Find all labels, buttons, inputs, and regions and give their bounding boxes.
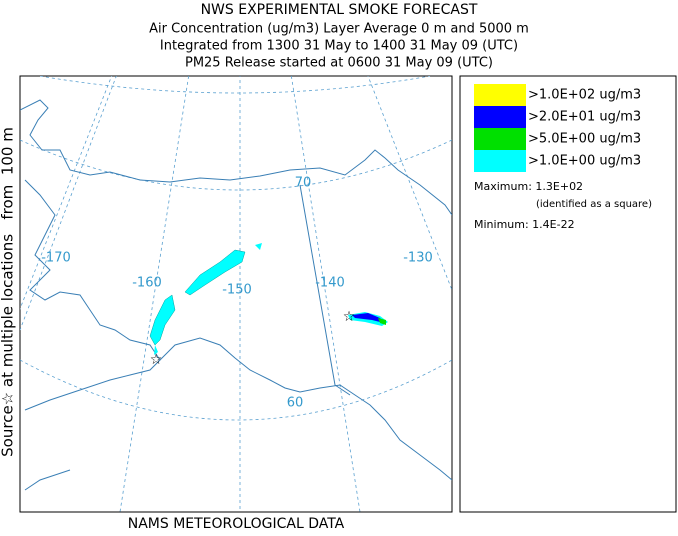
legend-label: >5.0E+00 ug/m3: [528, 132, 641, 147]
legend-swatch: [474, 150, 526, 172]
footer: NAMS METEOROLOGICAL DATA: [128, 516, 345, 532]
side-label: Source☆ at multiple locations from 100 m: [0, 127, 17, 457]
svg-text:☆: ☆: [150, 352, 163, 368]
longitude-label: -130: [403, 251, 433, 266]
longitude-label: -160: [132, 276, 162, 291]
latitude-label: 60: [287, 396, 304, 411]
border: [299, 184, 351, 396]
longitude-label: -150: [222, 283, 252, 298]
latitude-label: 70: [295, 176, 312, 191]
title: NWS EXPERIMENTAL SMOKE FORECAST: [201, 2, 478, 18]
map: ☆ ☆ -170 -160 -150 -140 -130 70 60: [19, 75, 453, 513]
minimum: Minimum: 1.4E-22: [474, 218, 575, 231]
subtitle: PM25 Release started at 0600 31 May 09 (…: [185, 56, 493, 71]
legend-swatch: [474, 106, 526, 128]
longitude-label: -140: [315, 276, 345, 291]
subtitle: Air Concentration (ug/m3) Layer Average …: [149, 22, 529, 37]
map-frame: [19, 75, 453, 513]
svg-text:☆: ☆: [343, 309, 356, 325]
legend-swatch: [474, 128, 526, 150]
legend-swatch: [474, 84, 526, 106]
maximum: Maximum: 1.3E+02: [474, 180, 583, 193]
subtitle: Integrated from 1300 31 May to 1400 31 M…: [160, 39, 518, 54]
smoke-plume: ☆ ☆: [150, 243, 388, 368]
legend-label: >2.0E+01 ug/m3: [528, 110, 641, 125]
legend-label: >1.0E+02 ug/m3: [528, 88, 641, 103]
maximum-note: (identified as a square): [536, 199, 652, 210]
legend-label: >1.0E+00 ug/m3: [528, 154, 641, 169]
coastline: [20, 99, 452, 491]
longitude-label: -170: [41, 251, 71, 266]
legend: Maximum: 1.3E+02 (identified as a square…: [459, 75, 677, 513]
graticule: [20, 76, 452, 512]
